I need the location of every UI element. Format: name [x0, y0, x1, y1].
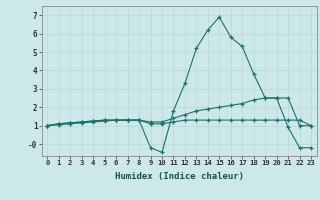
X-axis label: Humidex (Indice chaleur): Humidex (Indice chaleur)	[115, 172, 244, 181]
